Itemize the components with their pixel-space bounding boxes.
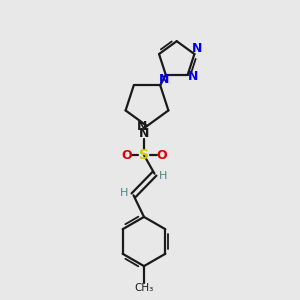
Text: N: N: [188, 70, 198, 83]
Text: CH₃: CH₃: [134, 283, 154, 293]
Text: N: N: [137, 119, 148, 133]
Text: H: H: [120, 188, 129, 198]
Text: N: N: [192, 42, 203, 55]
Text: H: H: [159, 171, 168, 181]
Text: N: N: [159, 73, 169, 86]
Text: O: O: [156, 148, 167, 162]
Text: N: N: [139, 127, 149, 140]
Text: O: O: [121, 148, 132, 162]
Text: S: S: [139, 148, 149, 162]
